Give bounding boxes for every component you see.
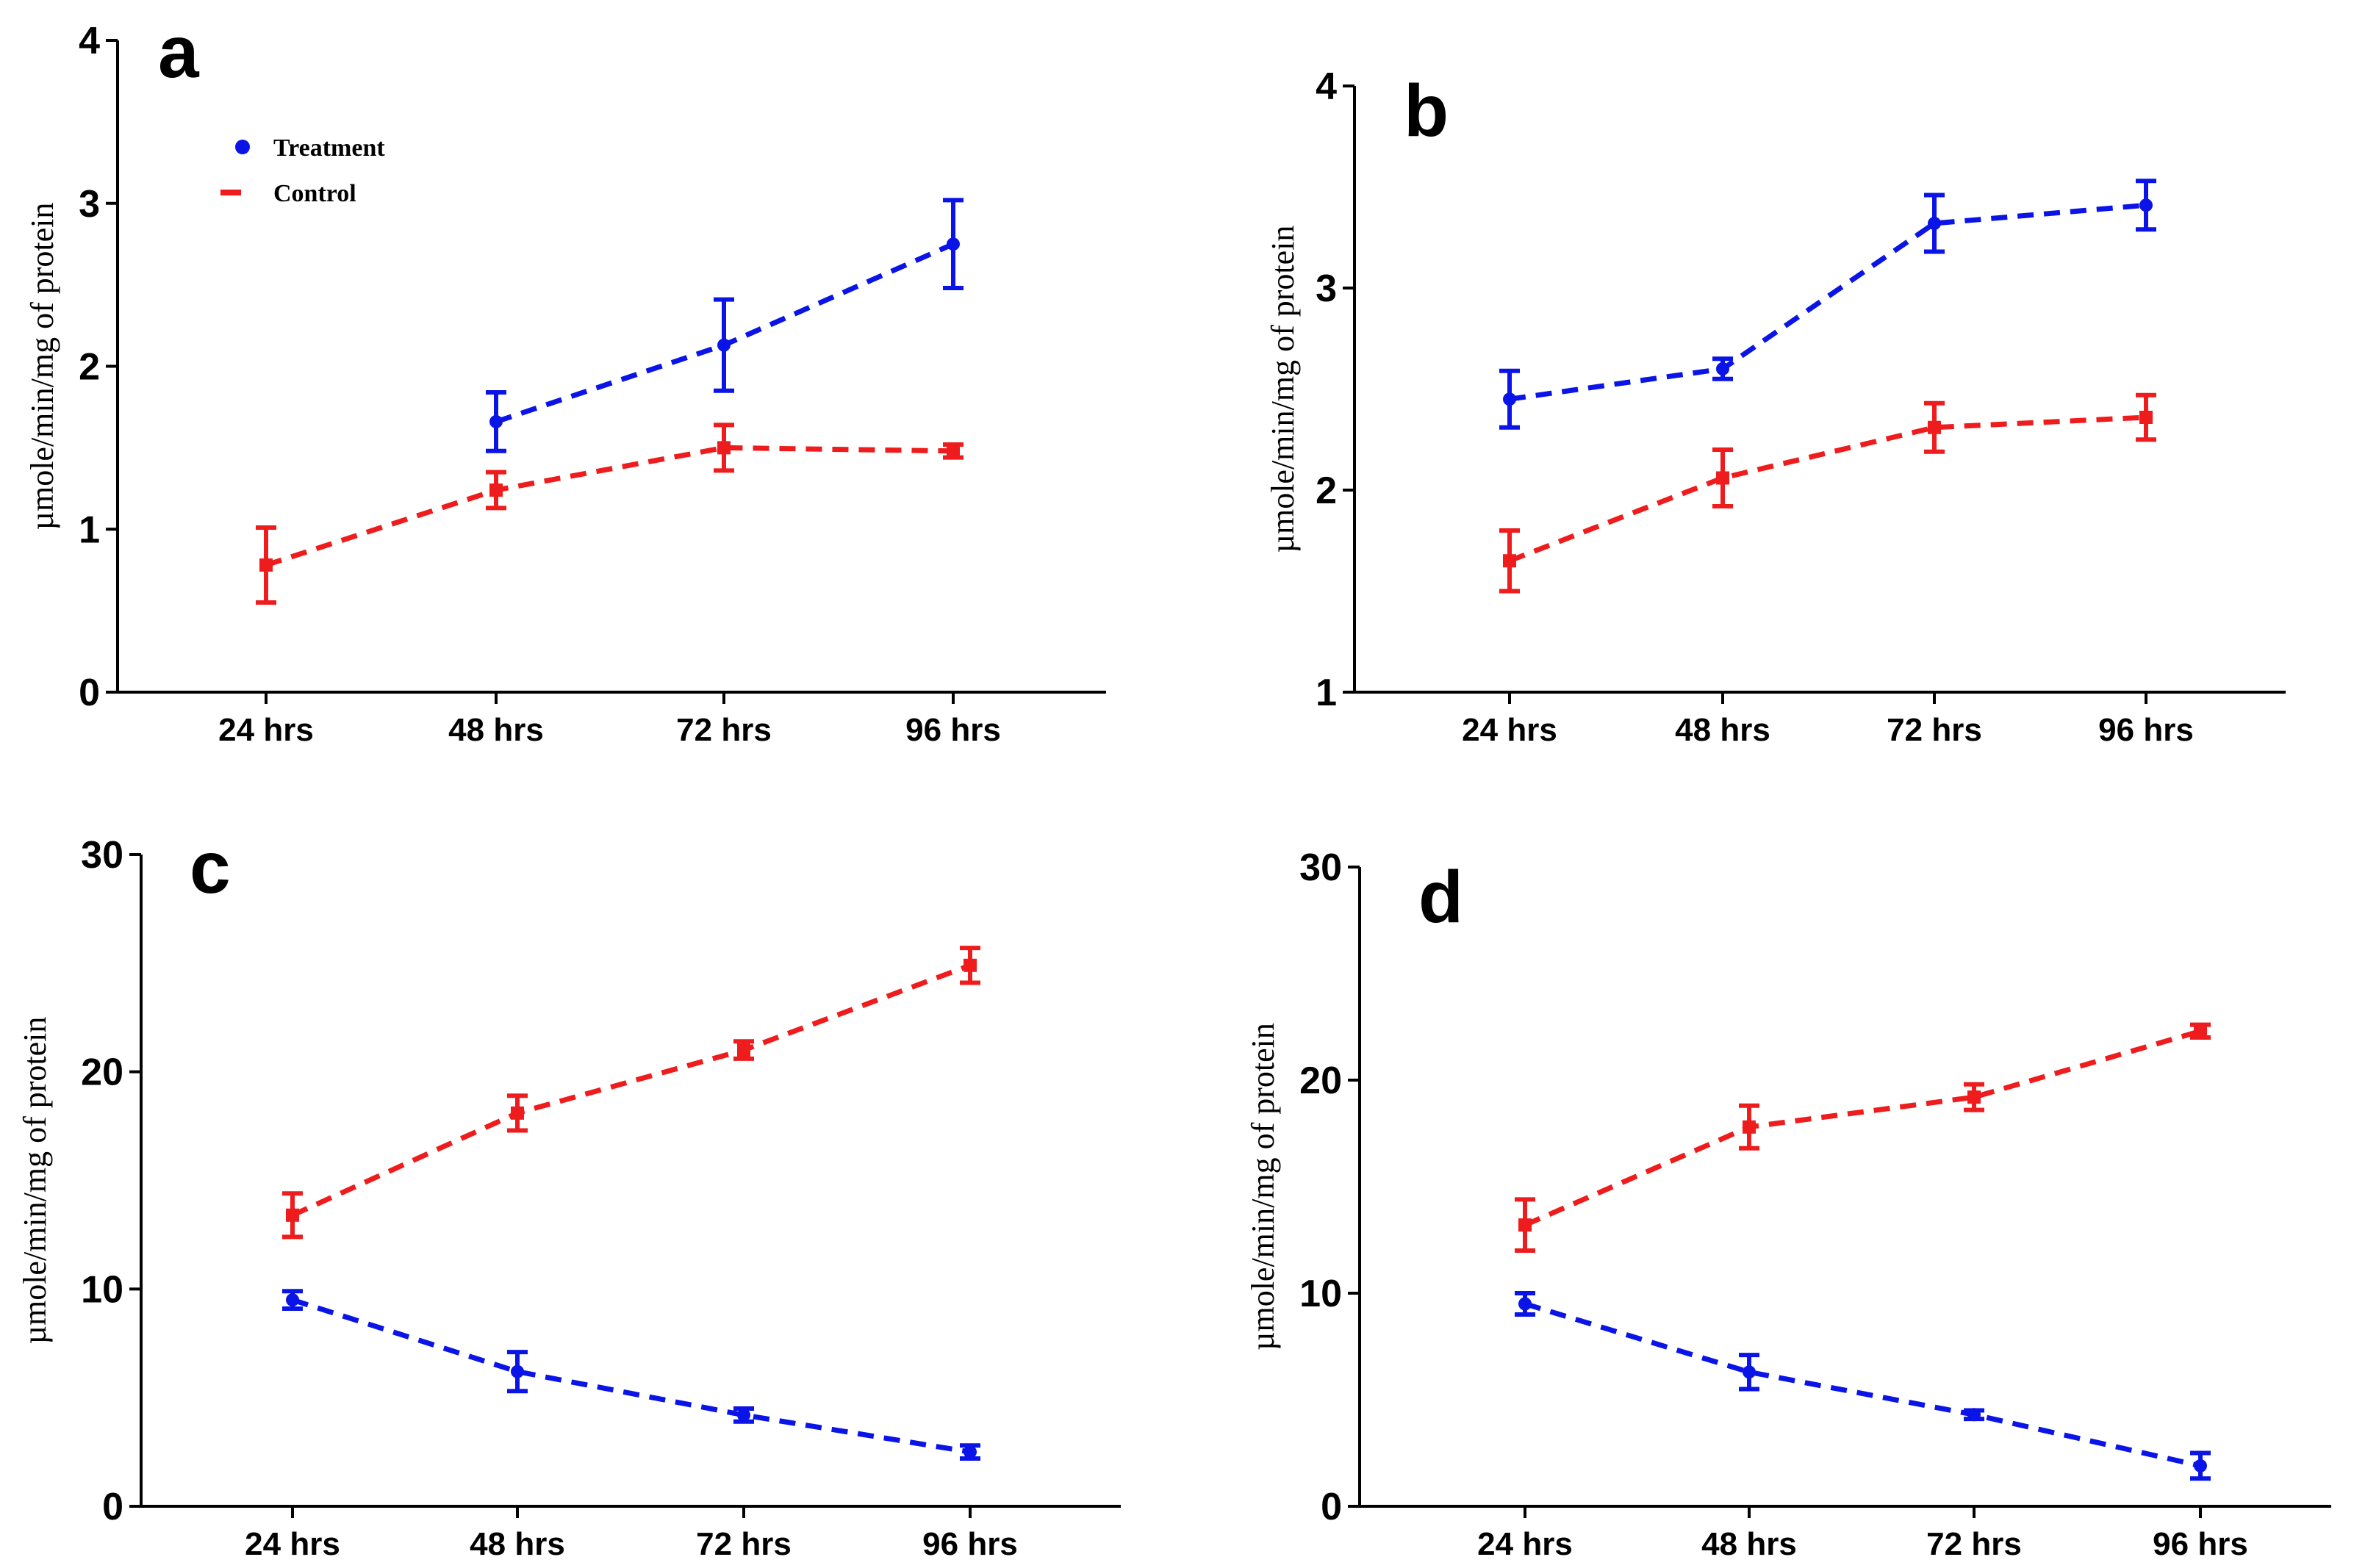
y-axis-label: µmole/min/mg of protein: [24, 203, 60, 531]
treatment-series-line: [1509, 202, 2147, 402]
legend-treatment-label: Treatment: [273, 134, 385, 162]
control-point: [1743, 1120, 1756, 1134]
y-tick-label: 3: [1316, 267, 1337, 310]
y-tick-label: 0: [1321, 1486, 1342, 1528]
x-tick-label: 96 hrs: [922, 1526, 1018, 1562]
treatment-point: [964, 1445, 977, 1459]
control-series-line: [265, 445, 954, 568]
treatment-point: [489, 414, 503, 428]
panel-letter: b: [1404, 70, 1449, 152]
x-tick-label: 72 hrs: [1926, 1526, 2022, 1562]
x-tick-label: 24 hrs: [218, 712, 314, 748]
y-tick-label: 20: [1299, 1060, 1342, 1102]
treatment-point: [2194, 1459, 2207, 1472]
control-series-line: [291, 963, 972, 1218]
x-tick-label: 48 hrs: [448, 712, 544, 748]
control-point: [2139, 411, 2153, 424]
panel-letter: a: [158, 11, 200, 93]
legend-control-label: Control: [273, 180, 356, 207]
x-tick-label: 48 hrs: [470, 1526, 565, 1562]
x-tick-label: 24 hrs: [1462, 712, 1557, 748]
y-tick-label: 3: [79, 183, 100, 226]
y-tick-label: 0: [79, 672, 100, 714]
x-tick-label: 72 hrs: [1887, 712, 1982, 748]
control-point: [259, 558, 273, 572]
treatment-point: [286, 1293, 299, 1307]
control-point: [511, 1106, 524, 1120]
x-tick-label: 96 hrs: [2153, 1526, 2248, 1562]
x-tick-label: 48 hrs: [1675, 712, 1770, 748]
y-tick-label: 1: [1316, 672, 1337, 714]
y-axis-label: µmole/min/mg of protein: [1265, 226, 1301, 553]
control-point: [489, 483, 503, 497]
treatment-point: [1518, 1297, 1532, 1311]
control-series-line: [1508, 414, 2147, 564]
y-tick-label: 4: [1316, 65, 1337, 108]
y-tick-label: 1: [79, 508, 100, 551]
treatment-point: [1928, 217, 1941, 230]
x-tick-label: 24 hrs: [245, 1526, 340, 1562]
control-point: [2194, 1024, 2207, 1038]
control-series-line: [1524, 1028, 2201, 1228]
treatment-point: [947, 237, 960, 251]
control-point: [1967, 1090, 1981, 1104]
y-tick-label: 20: [81, 1051, 123, 1094]
treatment-point: [2139, 198, 2153, 212]
treatment-point: [717, 338, 731, 352]
x-tick-label: 24 hrs: [1477, 1526, 1573, 1562]
control-point: [947, 444, 960, 458]
y-tick-label: 0: [102, 1486, 123, 1528]
y-axis-label: µmole/min/mg of protein: [17, 1017, 53, 1345]
y-tick-label: 30: [1299, 846, 1342, 889]
y-axis-label: µmole/min/mg of protein: [1245, 1023, 1281, 1351]
control-point: [1503, 554, 1516, 568]
control-point: [717, 441, 731, 455]
panel-letter: d: [1418, 856, 1463, 938]
control-point: [737, 1043, 750, 1057]
x-tick-label: 48 hrs: [1701, 1526, 1797, 1562]
treatment-series-line: [1524, 1301, 2201, 1469]
panel-c: 0 10 20 30 24 hrs 48 hrs 72 hrs 96 hrs µmole/min…: [17, 827, 1121, 1562]
y-tick-label: 10: [81, 1268, 123, 1311]
legend-treatment-marker: [235, 140, 250, 154]
treatment-series-line: [291, 1297, 971, 1455]
y-tick-label: 10: [1299, 1273, 1342, 1315]
treatment-point: [1716, 362, 1729, 375]
treatment-point: [1967, 1408, 1981, 1422]
control-point: [1716, 471, 1729, 485]
control-point: [964, 958, 977, 972]
control-point: [1928, 420, 1941, 434]
panel-letter: c: [190, 827, 231, 909]
x-tick-label: 96 hrs: [2098, 712, 2194, 748]
y-tick-label: 30: [81, 834, 123, 877]
panel-a: 0 1 2 3 4 24 hrs 48 hrs 72 hrs 96 hrs µmole/min/m…: [24, 11, 1106, 748]
control-point: [1518, 1218, 1532, 1232]
x-tick-label: 72 hrs: [676, 712, 772, 748]
panel-d: 0 10 20 30 24 hrs 48 hrs 72 hrs 96 hrs µmole/min…: [1245, 846, 2331, 1562]
control-point: [286, 1208, 299, 1222]
treatment-point: [737, 1408, 750, 1422]
treatment-point: [511, 1364, 524, 1378]
legend: Treatment Control: [220, 134, 385, 207]
x-tick-label: 96 hrs: [905, 712, 1001, 748]
panel-b: 1 2 3 4 24 hrs 48 hrs 72 hrs 96 hrs µmole/min/mg…: [1265, 65, 2286, 748]
y-tick-label: 2: [1316, 470, 1337, 512]
treatment-point: [1743, 1365, 1756, 1379]
treatment-point: [1503, 392, 1516, 406]
y-tick-label: 2: [79, 346, 100, 389]
y-tick-label: 4: [79, 20, 100, 62]
x-tick-label: 72 hrs: [696, 1526, 792, 1562]
